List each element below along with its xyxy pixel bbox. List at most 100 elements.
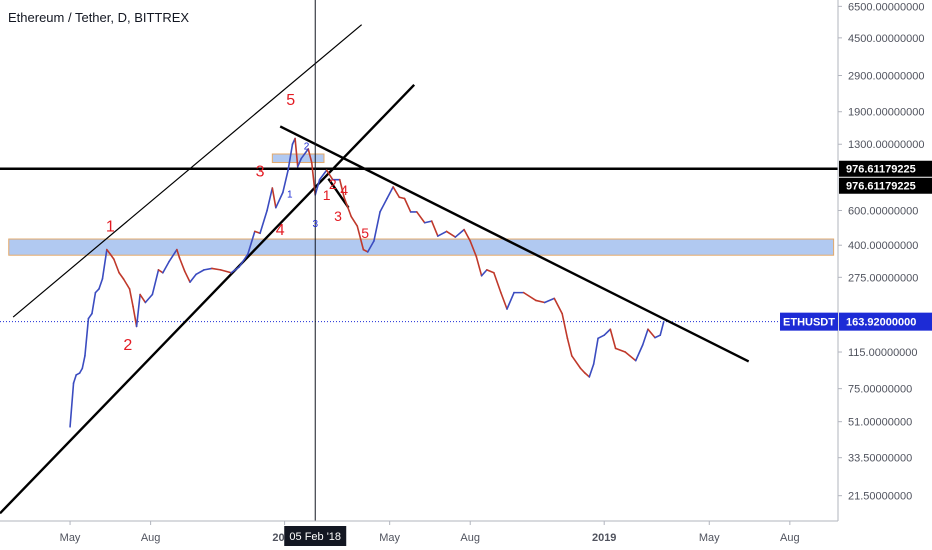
- price-segment-102: [659, 320, 665, 336]
- price-segment-5: [81, 355, 86, 370]
- price-segment-76: [480, 269, 488, 277]
- price-segment-74: [469, 240, 478, 258]
- price-segment-96: [614, 347, 627, 353]
- level-badge-1: [839, 177, 932, 194]
- price-segment-40: [271, 187, 277, 209]
- price-segment-2: [72, 374, 77, 384]
- price-segment-64: [398, 196, 406, 200]
- price-segment-49: [310, 161, 317, 196]
- sub-wave-label-0: 1: [287, 189, 293, 200]
- y-tick-label-12: 21.50000000: [848, 491, 912, 503]
- price-segment-14: [113, 258, 120, 274]
- wave-label-4: 5: [286, 92, 295, 109]
- wave-label-7: 3: [334, 208, 342, 224]
- price-segment-67: [416, 211, 426, 224]
- price-segment-73: [463, 228, 472, 242]
- trendline-1: [12, 24, 363, 318]
- price-segment-48: [307, 148, 313, 164]
- price-segment-32: [211, 267, 222, 271]
- price-segment-11: [101, 248, 108, 280]
- chart-title: Ethereum / Tether, D, BITTREX: [8, 10, 189, 25]
- sub-wave-label-2: 3: [312, 219, 318, 230]
- level-badge-label-0: 976.61179225: [846, 164, 916, 176]
- zone-1: [271, 153, 325, 164]
- price-segment-33: [219, 269, 232, 274]
- y-tick-label-5: 600.00000000: [848, 205, 918, 217]
- price-segment-60: [373, 211, 381, 242]
- price-segment-86: [561, 312, 569, 340]
- price-segment-85: [553, 297, 563, 315]
- price-segment-63: [392, 186, 401, 199]
- x-tick-label-6: May: [699, 532, 720, 544]
- price-segment-77: [486, 269, 495, 274]
- price-segment-56: [350, 215, 359, 227]
- price-segment-16: [122, 278, 131, 290]
- price-segment-47: [300, 148, 310, 160]
- price-segment-93: [597, 334, 606, 340]
- price-segment-31: [203, 267, 213, 271]
- price-segment-98: [634, 344, 644, 362]
- price-segment-78: [493, 271, 502, 294]
- level-badge-0: [839, 160, 932, 177]
- wave-label-3: 4: [276, 222, 285, 239]
- price-segment-45: [294, 137, 299, 168]
- price-segment-50: [314, 178, 321, 196]
- price-segment-79: [500, 291, 508, 310]
- price-segment-54: [338, 178, 345, 199]
- price-segment-37: [254, 230, 261, 235]
- price-segment-34: [230, 266, 240, 274]
- price-segment-7: [87, 312, 93, 320]
- price-segment-42: [282, 169, 289, 194]
- y-tick-label-10: 51.00000000: [848, 417, 912, 429]
- price-segment-25: [168, 248, 178, 263]
- price-segment-46: [296, 157, 303, 168]
- price-segment-75: [475, 255, 483, 277]
- x-tick-label-4: Aug: [460, 532, 480, 544]
- price-segment-4: [78, 367, 84, 374]
- price-segment-97: [624, 351, 637, 362]
- price-segment-9: [94, 288, 100, 294]
- last-price-label: 163.92000000: [846, 317, 916, 329]
- price-segment-65: [403, 197, 412, 213]
- zone-0: [8, 238, 835, 256]
- symbol-badge-label: ETHUSDT: [783, 317, 835, 329]
- price-segment-90: [584, 372, 591, 378]
- price-segment-35: [238, 253, 249, 268]
- y-tick-label-4: 1300.00000000: [848, 139, 924, 151]
- price-segment-19: [135, 293, 141, 328]
- price-segment-23: [157, 269, 164, 274]
- sub-wave-label-1: 2: [304, 142, 310, 153]
- x-tick-label-1: Aug: [141, 532, 161, 544]
- x-tick-label-5: 2019: [592, 532, 616, 544]
- chart-title-background: [4, 8, 200, 26]
- price-segment-43: [287, 143, 294, 172]
- price-segment-62: [386, 186, 394, 200]
- price-segment-52: [325, 169, 334, 181]
- wave-label-0: 1: [106, 218, 115, 235]
- y-tick-label-1: 4500.00000000: [848, 33, 924, 45]
- y-tick-label-9: 75.00000000: [848, 384, 912, 396]
- price-segment-59: [366, 240, 375, 253]
- y-tick-label-0: 6500.00000000: [848, 1, 924, 13]
- crosshair-date-label: 05 Feb '18: [289, 531, 341, 543]
- y-tick-label-8: 115.00000000: [848, 347, 918, 359]
- wave-label-8: 4: [340, 182, 348, 198]
- price-segment-88: [571, 355, 582, 370]
- price-segment-68: [423, 220, 433, 224]
- price-segment-10: [98, 278, 104, 290]
- y-tick-label-6: 400.00000000: [848, 240, 918, 252]
- price-segment-87: [566, 337, 573, 357]
- price-segment-101: [654, 334, 662, 339]
- price-segment-36: [247, 230, 256, 256]
- price-segment-18: [132, 305, 138, 328]
- price-segment-29: [189, 273, 197, 283]
- wave-label-6: 2: [329, 176, 337, 192]
- x-tick-label-7: Aug: [780, 532, 800, 544]
- price-segment-41: [275, 191, 284, 209]
- trendline-0: [0, 84, 416, 515]
- x-tick-label-3: May: [379, 532, 400, 544]
- price-segment-55: [343, 196, 352, 218]
